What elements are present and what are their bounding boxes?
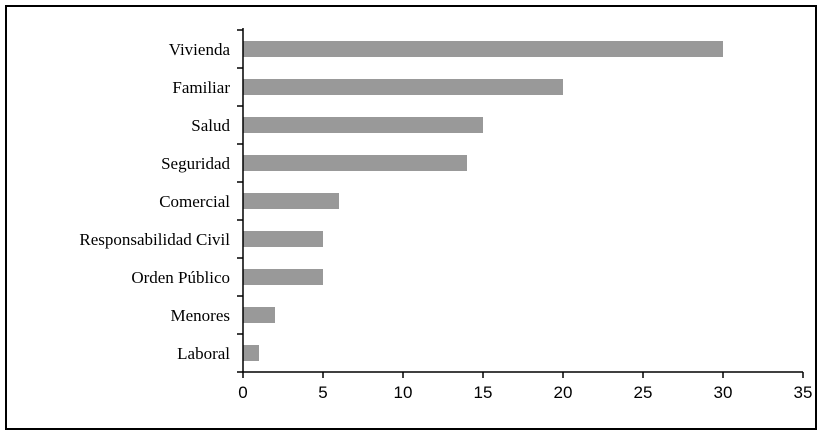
- category-label-7: Menores: [171, 306, 230, 325]
- category-label-0: Vivienda: [169, 40, 231, 59]
- bar-1: [243, 79, 563, 95]
- x-tick-label-1: 5: [318, 383, 327, 402]
- bar-0: [243, 41, 723, 57]
- x-tick-label-2: 10: [394, 383, 413, 402]
- x-tick-label-7: 35: [794, 383, 813, 402]
- x-tick-label-3: 15: [474, 383, 493, 402]
- category-label-1: Familiar: [172, 78, 230, 97]
- x-tick-label-0: 0: [238, 383, 247, 402]
- x-tick-label-5: 25: [634, 383, 653, 402]
- category-label-4: Comercial: [159, 192, 230, 211]
- bar-4: [243, 193, 339, 209]
- chart-frame: [5, 5, 817, 430]
- x-tick-label-6: 30: [714, 383, 733, 402]
- bar-2: [243, 117, 483, 133]
- bar-3: [243, 155, 467, 171]
- category-label-2: Salud: [191, 116, 230, 135]
- x-tick-label-4: 20: [554, 383, 573, 402]
- bar-7: [243, 307, 275, 323]
- category-label-8: Laboral: [177, 344, 230, 363]
- bar-6: [243, 269, 323, 285]
- category-label-5: Responsabilidad Civil: [79, 230, 230, 249]
- bar-5: [243, 231, 323, 247]
- category-label-6: Orden Público: [131, 268, 230, 287]
- category-label-3: Seguridad: [161, 154, 230, 173]
- bar-8: [243, 345, 259, 361]
